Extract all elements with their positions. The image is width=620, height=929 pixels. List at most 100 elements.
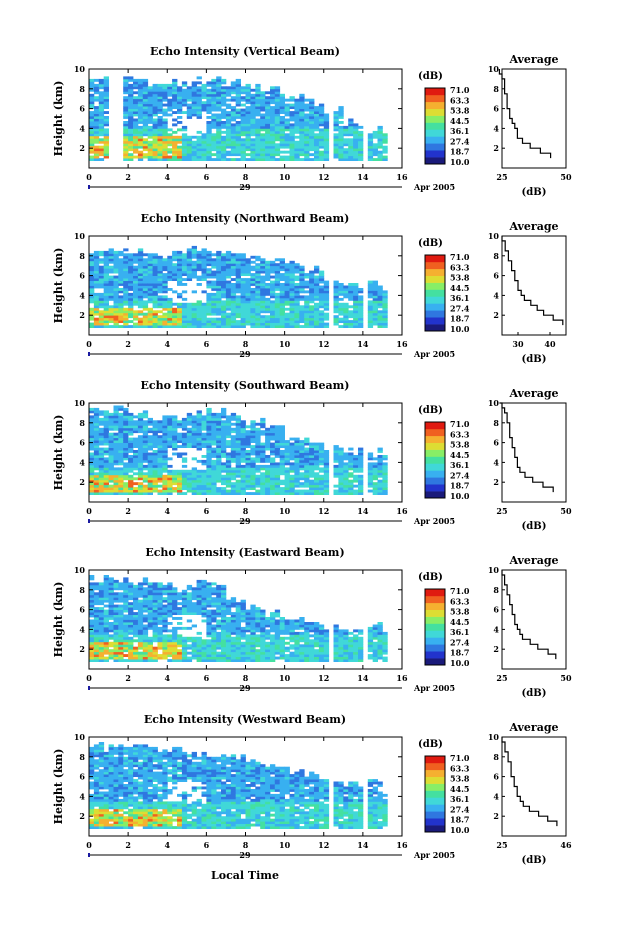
heatmap-cell bbox=[181, 258, 188, 262]
heatmap-cell bbox=[123, 263, 129, 267]
heatmap-cell bbox=[206, 477, 212, 481]
heatmap-cell bbox=[123, 116, 129, 119]
heatmap-cell bbox=[113, 270, 119, 274]
heatmap-cell bbox=[289, 455, 295, 458]
heatmap-cell bbox=[162, 315, 168, 319]
heatmap-cell bbox=[133, 275, 139, 279]
heatmap-cell bbox=[137, 260, 144, 264]
heatmap-cell bbox=[206, 111, 212, 114]
heatmap-cell bbox=[255, 158, 261, 161]
heatmap-cell bbox=[89, 492, 95, 495]
heatmap-cell bbox=[142, 103, 149, 107]
heatmap-cell bbox=[157, 425, 163, 429]
heatmap-cell bbox=[98, 275, 105, 279]
heatmap-cell bbox=[147, 649, 153, 653]
heatmap-cell bbox=[304, 138, 310, 142]
heatmap-cell bbox=[128, 140, 134, 144]
heatmap-cell bbox=[294, 315, 300, 319]
heatmap-cell bbox=[250, 125, 256, 129]
heatmap-cell bbox=[118, 417, 124, 421]
heatmap-cell bbox=[235, 130, 241, 134]
heatmap-cell bbox=[211, 91, 217, 95]
heatmap-cell bbox=[152, 325, 158, 328]
heatmap-cell bbox=[118, 654, 124, 657]
heatmap-cell bbox=[137, 445, 144, 448]
heatmap-cell bbox=[211, 143, 217, 147]
heatmap-cell bbox=[152, 455, 158, 458]
heatmap-cell bbox=[128, 626, 134, 630]
heatmap-cell bbox=[186, 135, 193, 139]
heatmap-cell bbox=[265, 320, 271, 323]
heatmap-cell bbox=[284, 143, 290, 147]
heatmap-cell bbox=[225, 260, 232, 264]
heatmap-cell bbox=[128, 440, 134, 443]
heatmap-cell bbox=[108, 644, 114, 648]
heatmap-cell bbox=[206, 412, 212, 416]
heatmap-cell bbox=[216, 422, 222, 426]
heatmap-cell bbox=[162, 609, 168, 613]
heatmap-cell bbox=[289, 150, 295, 154]
heatmap-cell bbox=[133, 584, 139, 588]
heatmap-cell bbox=[304, 442, 310, 446]
heatmap-cell bbox=[162, 133, 168, 137]
heatmap-cell bbox=[265, 268, 271, 272]
heatmap-cell bbox=[133, 646, 139, 650]
heatmap-cell bbox=[157, 263, 163, 267]
heatmap-cell bbox=[157, 646, 163, 650]
heatmap-cell bbox=[216, 101, 222, 105]
heatmap-cell bbox=[235, 111, 241, 114]
heatmap-cell bbox=[177, 255, 183, 259]
heatmap-cell bbox=[260, 268, 266, 272]
heatmap-cell bbox=[147, 437, 153, 441]
heatmap-cell bbox=[240, 253, 246, 257]
heatmap-cell bbox=[162, 415, 168, 419]
heatmap-cell bbox=[157, 280, 163, 284]
heatmap-cell bbox=[196, 155, 202, 159]
heatmap-cell bbox=[240, 116, 246, 119]
heatmap-cell bbox=[133, 297, 139, 301]
heatmap-cell bbox=[113, 255, 119, 259]
heatmap-cell bbox=[318, 150, 325, 154]
heatmap-cell bbox=[113, 427, 119, 431]
heatmap-cell bbox=[103, 614, 109, 618]
heatmap-cell bbox=[240, 325, 246, 328]
heatmap-cell bbox=[230, 305, 237, 309]
heatmap-cell bbox=[333, 450, 339, 453]
heatmap-cell bbox=[216, 86, 222, 90]
heatmap-cell bbox=[245, 118, 251, 122]
heatmap-cell bbox=[260, 487, 266, 490]
heatmap-cell bbox=[382, 492, 388, 495]
heatmap-cell bbox=[304, 133, 310, 137]
heatmap-cell bbox=[128, 631, 134, 635]
x-tick-label: 16 bbox=[396, 172, 408, 182]
heatmap-cell bbox=[191, 474, 197, 478]
heatmap-cell bbox=[137, 255, 144, 259]
heatmap-cell bbox=[284, 140, 290, 144]
heatmap-cell bbox=[250, 280, 256, 284]
heatmap-cell bbox=[225, 135, 232, 139]
heatmap-cell bbox=[377, 315, 383, 319]
heatmap-cell bbox=[172, 452, 178, 456]
heatmap-cell bbox=[196, 310, 202, 314]
heatmap-cell bbox=[318, 292, 325, 296]
heatmap-cell bbox=[147, 320, 153, 323]
heatmap-cell bbox=[89, 622, 95, 625]
heatmap-cell bbox=[157, 302, 163, 306]
heatmap-cell bbox=[299, 143, 305, 147]
heatmap-cell bbox=[133, 617, 139, 620]
heatmap-cell bbox=[245, 278, 251, 281]
heatmap-cell bbox=[250, 153, 256, 157]
heatmap-cell bbox=[167, 489, 173, 493]
heatmap-cell bbox=[225, 116, 232, 119]
heatmap-cell bbox=[304, 447, 310, 451]
heatmap-cell bbox=[108, 415, 114, 419]
heatmap-cell bbox=[142, 81, 149, 85]
heatmap-cell bbox=[123, 437, 129, 441]
heatmap-cell bbox=[162, 584, 168, 588]
heatmap-cell bbox=[270, 427, 276, 431]
heatmap-cell bbox=[93, 452, 100, 456]
heatmap-cell bbox=[338, 484, 344, 488]
heatmap-cell bbox=[260, 492, 266, 495]
heatmap-cell bbox=[338, 111, 344, 114]
heatmap-cell bbox=[89, 437, 95, 441]
